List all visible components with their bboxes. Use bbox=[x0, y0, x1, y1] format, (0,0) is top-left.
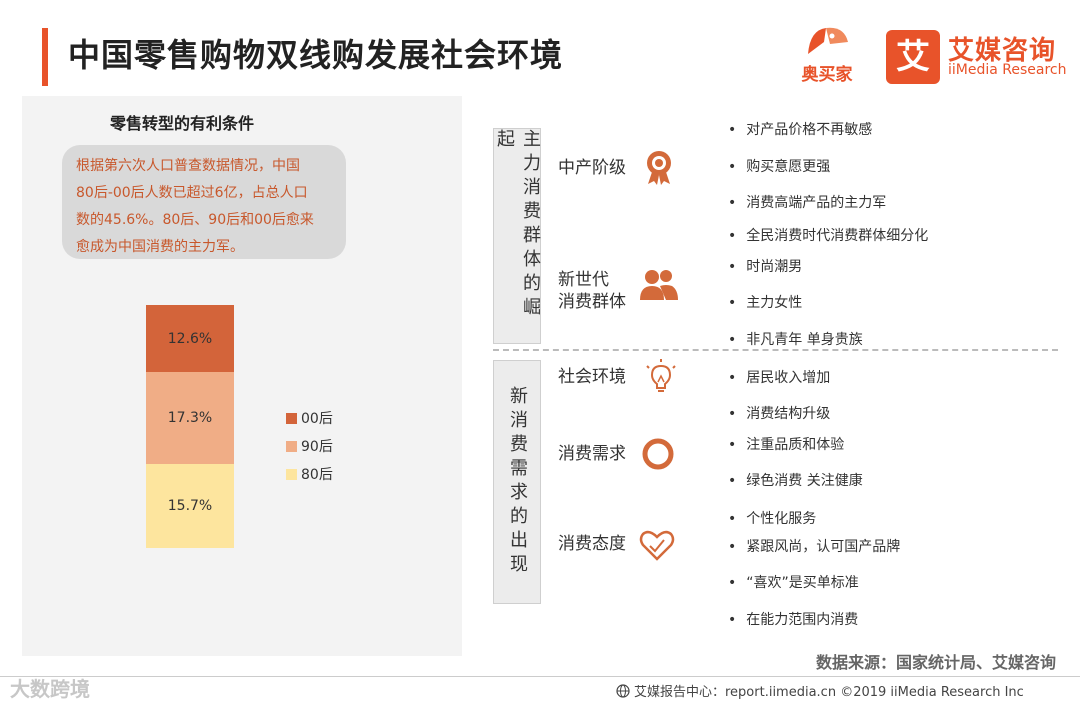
bullet-item: 主力女性 bbox=[728, 292, 802, 312]
population-note-line: 数的45.6%。80后、90后和00后愈来 bbox=[76, 212, 314, 228]
bullet-item: 消费结构升级 bbox=[728, 403, 830, 423]
group-label-new-demand: 新消费需求的出现 bbox=[507, 386, 528, 578]
bullet-item: 购买意愿更强 bbox=[728, 156, 830, 176]
bar-segment-90后: 17.3% bbox=[146, 372, 234, 465]
legend-swatch bbox=[286, 440, 297, 452]
circle-ring-icon bbox=[642, 438, 674, 470]
category-consumer-demand: 消费需求 bbox=[558, 444, 626, 464]
watermark-text: 大数跨境 bbox=[10, 677, 90, 701]
section-divider bbox=[493, 349, 1058, 351]
legend-item-80: 80后 bbox=[286, 460, 333, 488]
group-label-main-consumers: 主力消费群体的崛起 bbox=[494, 129, 541, 321]
chart-legend: 00后 90后 80后 bbox=[286, 404, 333, 488]
lightbulb-icon bbox=[646, 359, 676, 392]
bullet-item: 紧跟风尚，认可国产品牌 bbox=[728, 536, 900, 556]
aomaijia-logo-text: 奥买家 bbox=[801, 65, 853, 85]
category-consumer-attitude: 消费态度 bbox=[558, 534, 626, 554]
legend-item-00: 00后 bbox=[286, 404, 333, 432]
imedia-logo-cn: 艾媒咨询 bbox=[948, 36, 1057, 66]
population-note-line: 根据第六次人口普查数据情况，中国 bbox=[76, 158, 300, 174]
heart-outline-icon bbox=[639, 530, 675, 561]
group-box-main-consumers: 主力消费群体的崛起 bbox=[493, 128, 541, 344]
group-box-new-demand: 新消费需求的出现 bbox=[493, 360, 541, 604]
bar-segment-00后: 12.6% bbox=[146, 305, 234, 373]
group-people-icon bbox=[640, 270, 678, 300]
category-middle-class: 中产阶级 bbox=[558, 158, 626, 178]
bullet-item: 消费高端产品的主力军 bbox=[728, 192, 886, 212]
population-note-line: 愈成为中国消费的主力军。 bbox=[76, 239, 244, 255]
title-accent-bar bbox=[42, 28, 48, 86]
bullet-item: 对产品价格不再敏感 bbox=[728, 119, 872, 139]
bullet-item: 居民收入增加 bbox=[728, 367, 830, 387]
population-stacked-bar: 12.6% 17.3% 15.7% bbox=[146, 305, 234, 548]
data-source: 数据来源：国家统计局、艾媒咨询 bbox=[815, 653, 1056, 672]
footer-report-center: 艾媒报告中心：report.iimedia.cn ©2019 iiMedia R… bbox=[634, 685, 1024, 700]
aomaijia-logo: 奥买家 bbox=[792, 24, 862, 86]
favorable-conditions-heading: 零售转型的有利条件 bbox=[110, 114, 255, 133]
page-title: 中国零售购物双线购发展社会环境 bbox=[68, 36, 564, 74]
bullet-item: 个性化服务 bbox=[728, 508, 816, 528]
imedia-logo: 艾 艾媒咨询 iiMedia Research bbox=[886, 30, 1067, 84]
population-note: 根据第六次人口普查数据情况，中国 80后-00后人数已超过6亿，占总人口 数的4… bbox=[62, 145, 346, 259]
legend-label: 90后 bbox=[301, 439, 333, 455]
imedia-logo-en: iiMedia Research bbox=[948, 62, 1067, 78]
category-new-generation: 新世代 消费群体 bbox=[558, 269, 626, 313]
imedia-logo-badge: 艾 bbox=[886, 30, 940, 84]
bar-segment-label: 17.3% bbox=[167, 410, 213, 427]
bar-segment-80后: 15.7% bbox=[146, 464, 234, 548]
footer-bar: 艾媒报告中心：report.iimedia.cn ©2019 iiMedia R… bbox=[616, 681, 1024, 700]
bullet-item: “喜欢”是买单标准 bbox=[728, 572, 859, 592]
award-medal-icon bbox=[647, 151, 671, 185]
bullet-item: 绿色消费 关注健康 bbox=[728, 470, 862, 490]
bullet-item: 注重品质和体验 bbox=[728, 434, 844, 454]
legend-swatch bbox=[286, 468, 297, 480]
legend-swatch bbox=[286, 412, 297, 424]
legend-label: 80后 bbox=[301, 467, 333, 483]
bullet-item: 非凡青年 单身贵族 bbox=[728, 329, 862, 349]
bullet-item: 时尚潮男 bbox=[728, 256, 802, 276]
legend-item-90: 90后 bbox=[286, 432, 333, 460]
category-new-generation-line1: 新世代 bbox=[558, 270, 609, 290]
bullet-item: 在能力范围内消费 bbox=[728, 609, 858, 629]
footer-divider bbox=[0, 676, 1080, 677]
category-social-environment: 社会环境 bbox=[558, 367, 626, 387]
bullet-item: 全民消费时代消费群体细分化 bbox=[728, 225, 928, 245]
category-new-generation-line2: 消费群体 bbox=[558, 292, 626, 312]
bar-segment-label: 12.6% bbox=[167, 330, 213, 347]
population-note-line: 80后-00后人数已超过6亿，占总人口 bbox=[76, 185, 308, 201]
legend-label: 00后 bbox=[301, 411, 333, 427]
aomaijia-logo-icon bbox=[808, 27, 848, 54]
globe-icon bbox=[616, 683, 630, 698]
bar-segment-label: 15.7% bbox=[167, 498, 213, 515]
